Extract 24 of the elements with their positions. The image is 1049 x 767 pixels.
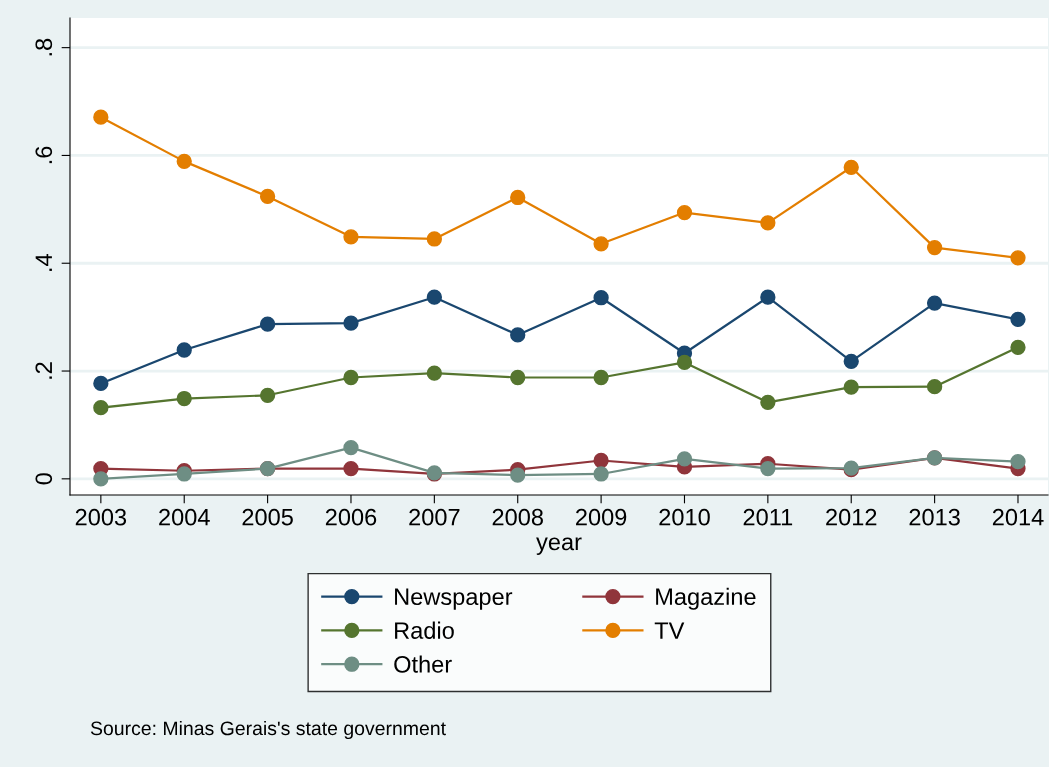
x-tick-label: 2003 xyxy=(75,508,127,526)
y-tick-label: .4 xyxy=(35,254,52,271)
x-tick-label: 2005 xyxy=(242,508,293,526)
x-tick-label: 2004 xyxy=(159,508,210,526)
x-tick-label: 2011 xyxy=(743,508,793,526)
y-tick-label: 0 xyxy=(35,473,53,485)
x-tick-label: 2012 xyxy=(826,508,877,526)
source-note: Source: Minas Gerais's state government xyxy=(90,720,446,740)
legend-label: TV xyxy=(654,622,685,639)
legend-label: Newspaper xyxy=(395,588,513,610)
x-tick-label: 2013 xyxy=(909,508,960,526)
y-tick-label: .6 xyxy=(35,146,53,164)
legend-label: Radio xyxy=(395,621,454,639)
x-tick-label: 2009 xyxy=(576,508,627,526)
x-tick-label: 2006 xyxy=(325,508,377,526)
y-tick-label: .8 xyxy=(35,38,53,56)
x-tick-label: 2010 xyxy=(659,508,710,526)
x-tick-label: 2008 xyxy=(492,508,543,526)
legend-label: Other xyxy=(394,655,452,673)
x-axis-title: year xyxy=(536,537,582,555)
y-tick-label: .2 xyxy=(35,362,52,379)
legend-label: Magazine xyxy=(656,587,756,610)
x-tick-label: 2014 xyxy=(992,508,1044,526)
x-tick-label: 2007 xyxy=(409,508,460,526)
